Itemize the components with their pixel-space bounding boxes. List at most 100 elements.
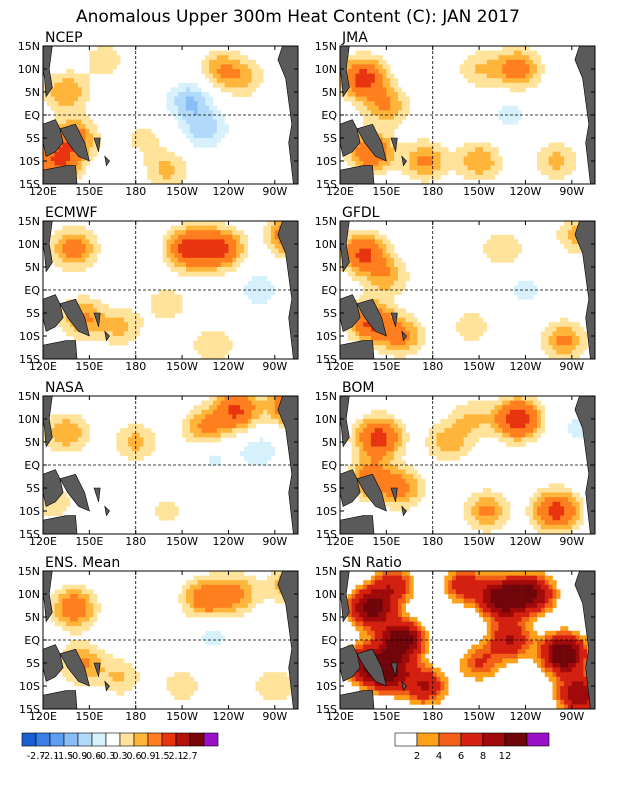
field-cell xyxy=(166,170,171,176)
field-cell xyxy=(517,59,522,65)
field-cell xyxy=(490,82,495,88)
field-cell xyxy=(251,584,256,590)
field-cell xyxy=(459,156,464,162)
field-cell xyxy=(224,64,229,70)
field-cell xyxy=(571,244,576,249)
field-cell xyxy=(131,442,137,447)
field-cell xyxy=(556,336,561,341)
field-cell xyxy=(378,294,383,300)
field-cell xyxy=(378,469,383,475)
field-cell xyxy=(54,414,59,420)
field-cell xyxy=(77,87,82,93)
field-cell xyxy=(274,419,279,424)
field-cell xyxy=(401,432,406,438)
field-cell xyxy=(548,142,553,148)
field-cell xyxy=(120,326,125,332)
field-cell xyxy=(494,501,499,507)
field-cell xyxy=(401,469,406,475)
field-cell xyxy=(564,492,569,498)
field-cell xyxy=(502,511,507,516)
field-cell xyxy=(89,234,94,240)
field-cell xyxy=(382,414,387,420)
field-cell xyxy=(467,326,472,332)
field-cell xyxy=(482,142,488,148)
field-cell xyxy=(224,262,229,268)
field-cell xyxy=(232,594,237,599)
field-cell xyxy=(185,437,191,443)
field-cell xyxy=(482,69,488,74)
field-cell xyxy=(220,271,225,277)
field-cell xyxy=(178,257,183,263)
field-cell xyxy=(143,147,148,153)
field-cell xyxy=(363,285,368,291)
field-cell xyxy=(355,105,360,111)
field-cell xyxy=(197,336,202,341)
field-cell xyxy=(209,101,214,107)
field-cell xyxy=(363,267,368,272)
field-cell xyxy=(232,239,237,245)
field-cell xyxy=(513,409,519,415)
field-cell xyxy=(463,64,468,70)
field-cell xyxy=(185,262,191,268)
field-cell xyxy=(70,248,75,254)
field-cell xyxy=(517,87,522,93)
field-cell xyxy=(479,492,484,498)
field-cell xyxy=(452,161,457,166)
field-cell xyxy=(267,405,272,411)
field-cell xyxy=(135,446,140,452)
field-cell xyxy=(116,681,121,687)
field-cell xyxy=(459,432,464,438)
field-cell xyxy=(552,529,557,534)
field-cell xyxy=(124,313,129,318)
field-cell xyxy=(490,174,495,180)
field-cell xyxy=(428,170,434,176)
field-cell xyxy=(213,267,218,272)
field-cell xyxy=(81,82,86,88)
field-cell xyxy=(139,442,144,447)
field-cell xyxy=(567,354,573,359)
field-cell xyxy=(467,64,472,70)
field-cell xyxy=(66,446,71,452)
field-cell xyxy=(139,428,144,434)
field-cell xyxy=(209,336,214,341)
field-cell xyxy=(97,59,102,65)
field-cell xyxy=(213,575,218,581)
field-cell xyxy=(228,59,233,65)
field-cell xyxy=(479,432,484,438)
field-cell xyxy=(104,69,109,74)
field-cell xyxy=(540,497,546,503)
field-cell xyxy=(409,488,414,493)
field-cell xyxy=(278,423,283,429)
field-cell xyxy=(517,82,522,88)
field-cell xyxy=(182,257,187,263)
field-cell xyxy=(405,96,410,102)
field-cell xyxy=(54,73,59,79)
field-cell xyxy=(560,239,565,245)
field-cell xyxy=(197,96,202,102)
field-cell xyxy=(367,230,372,236)
field-cell xyxy=(185,110,191,116)
field-cell xyxy=(174,115,179,120)
field-cell xyxy=(494,156,499,162)
field-cell xyxy=(120,681,125,687)
field-cell xyxy=(517,414,522,420)
field-cell xyxy=(73,617,79,622)
field-cell xyxy=(390,322,395,328)
field-cell xyxy=(370,248,376,254)
field-cell xyxy=(209,580,214,586)
field-cell xyxy=(66,267,71,272)
field-cell xyxy=(397,322,403,328)
field-cell xyxy=(347,257,352,263)
field-cell xyxy=(486,142,491,148)
field-cell xyxy=(471,326,476,332)
field-cell xyxy=(502,423,507,429)
field-cell xyxy=(513,419,519,424)
field-cell xyxy=(374,442,379,447)
field-cell xyxy=(162,234,167,240)
x-tick-label: 120W xyxy=(213,185,245,198)
field-cell xyxy=(401,151,406,157)
field-cell xyxy=(421,492,426,498)
field-cell xyxy=(155,156,160,162)
field-cell xyxy=(174,681,179,687)
field-cell xyxy=(351,257,356,263)
